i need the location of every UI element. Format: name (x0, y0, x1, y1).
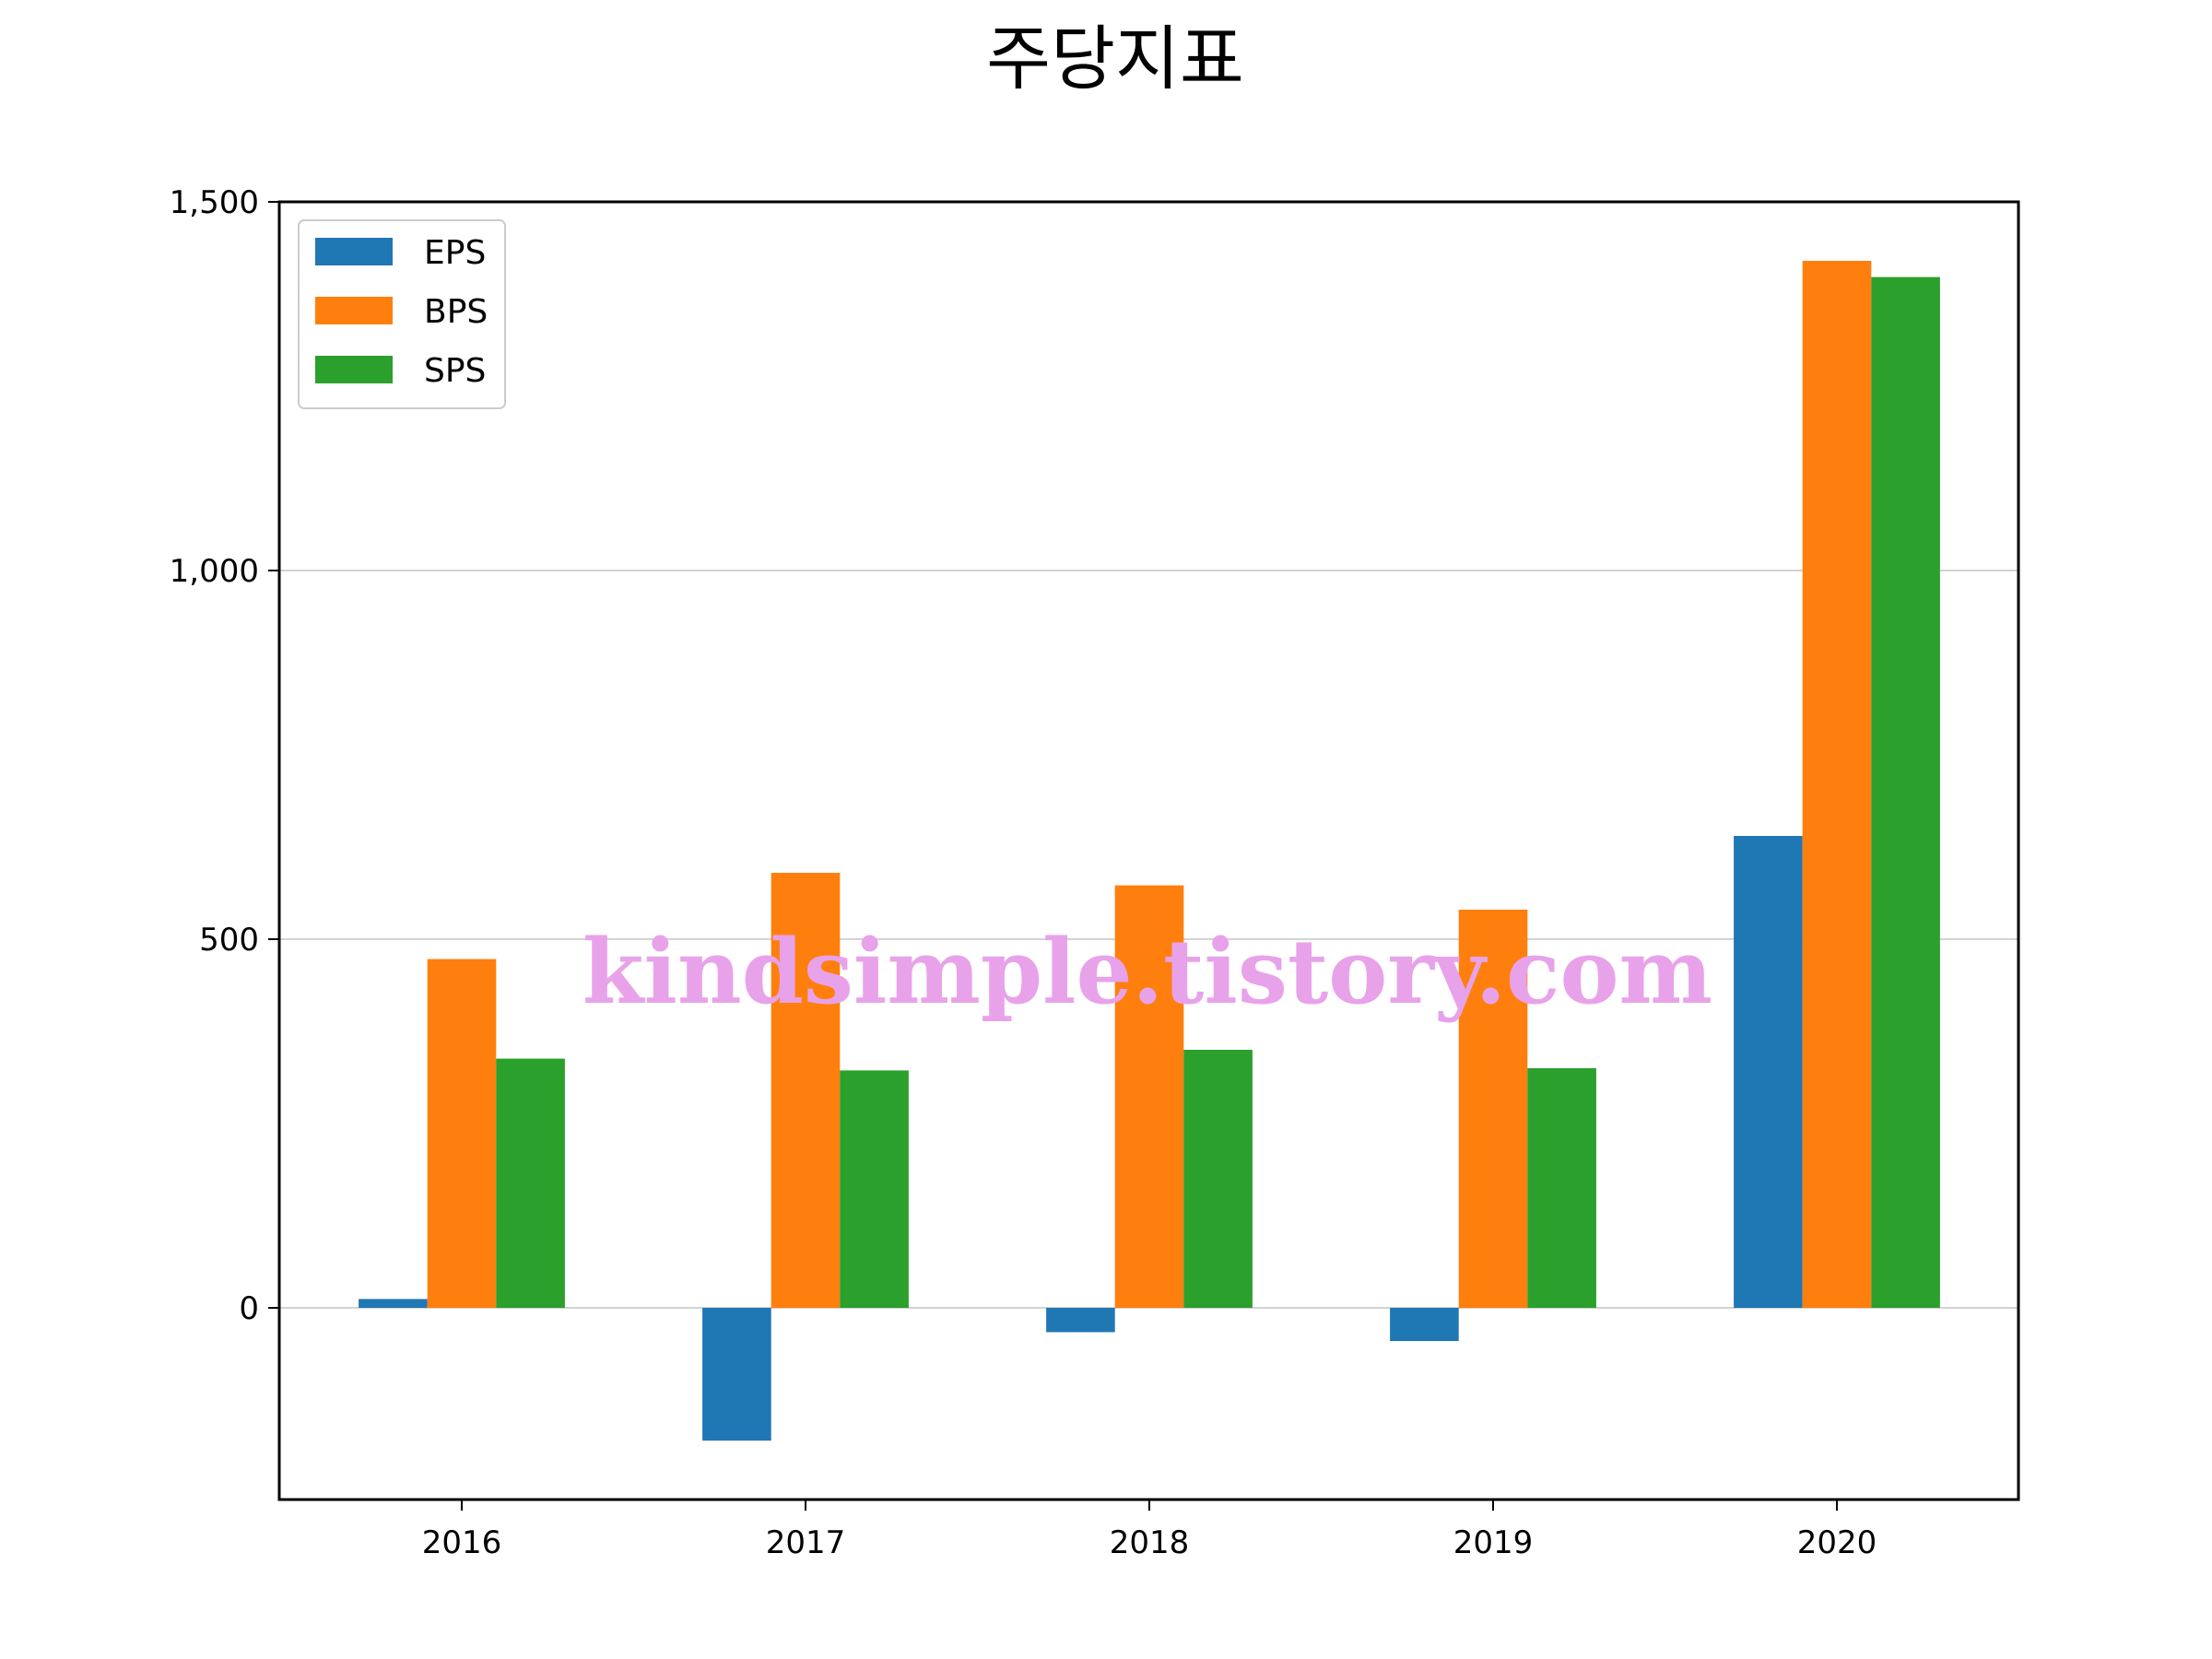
y-tick-label: 1,000 (170, 553, 259, 590)
bar-sps-2020 (1871, 276, 1940, 1309)
bar-eps-2017 (702, 1308, 771, 1441)
bar-eps-2016 (359, 1299, 428, 1308)
legend-label-eps: EPS (424, 234, 486, 272)
x-tick-label: 2019 (1453, 1524, 1534, 1561)
bar-sps-2016 (496, 1058, 565, 1308)
legend-swatch-sps (315, 356, 393, 383)
y-axis: 0 500 1,000 1,500 (170, 184, 279, 1327)
x-tick-label: 2016 (422, 1524, 502, 1561)
bar-bps-2018 (1114, 885, 1184, 1308)
bar-eps-2018 (1046, 1308, 1115, 1333)
y-tick-label: 500 (199, 922, 259, 959)
y-tick-label: 0 (239, 1290, 259, 1327)
legend-swatch-bps (315, 297, 393, 324)
x-tick-label: 2020 (1797, 1524, 1877, 1561)
legend-swatch-eps (315, 238, 393, 265)
legend: EPS BPS SPS (298, 219, 506, 409)
bars (359, 261, 1940, 1441)
bar-bps-2017 (771, 873, 841, 1308)
x-tick-label: 2018 (1110, 1524, 1190, 1561)
bar-eps-2020 (1734, 836, 1803, 1308)
bar-eps-2019 (1390, 1308, 1459, 1341)
legend-label-bps: BPS (424, 293, 488, 331)
watermark: kindsimple.tistory.com (582, 920, 1712, 1024)
bar-sps-2017 (840, 1070, 909, 1308)
bar-sps-2019 (1527, 1068, 1596, 1308)
bar-bps-2016 (427, 959, 497, 1308)
y-tick-label: 1,500 (170, 184, 259, 221)
legend-label-sps: SPS (424, 352, 486, 390)
x-tick-label: 2017 (766, 1524, 846, 1561)
x-axis: 2016 2017 2018 2019 2020 (422, 1500, 1877, 1561)
bar-bps-2019 (1458, 910, 1528, 1308)
bar-bps-2020 (1802, 261, 1872, 1308)
chart-title: 주당지표 (986, 18, 1244, 100)
bar-sps-2018 (1183, 1050, 1253, 1308)
